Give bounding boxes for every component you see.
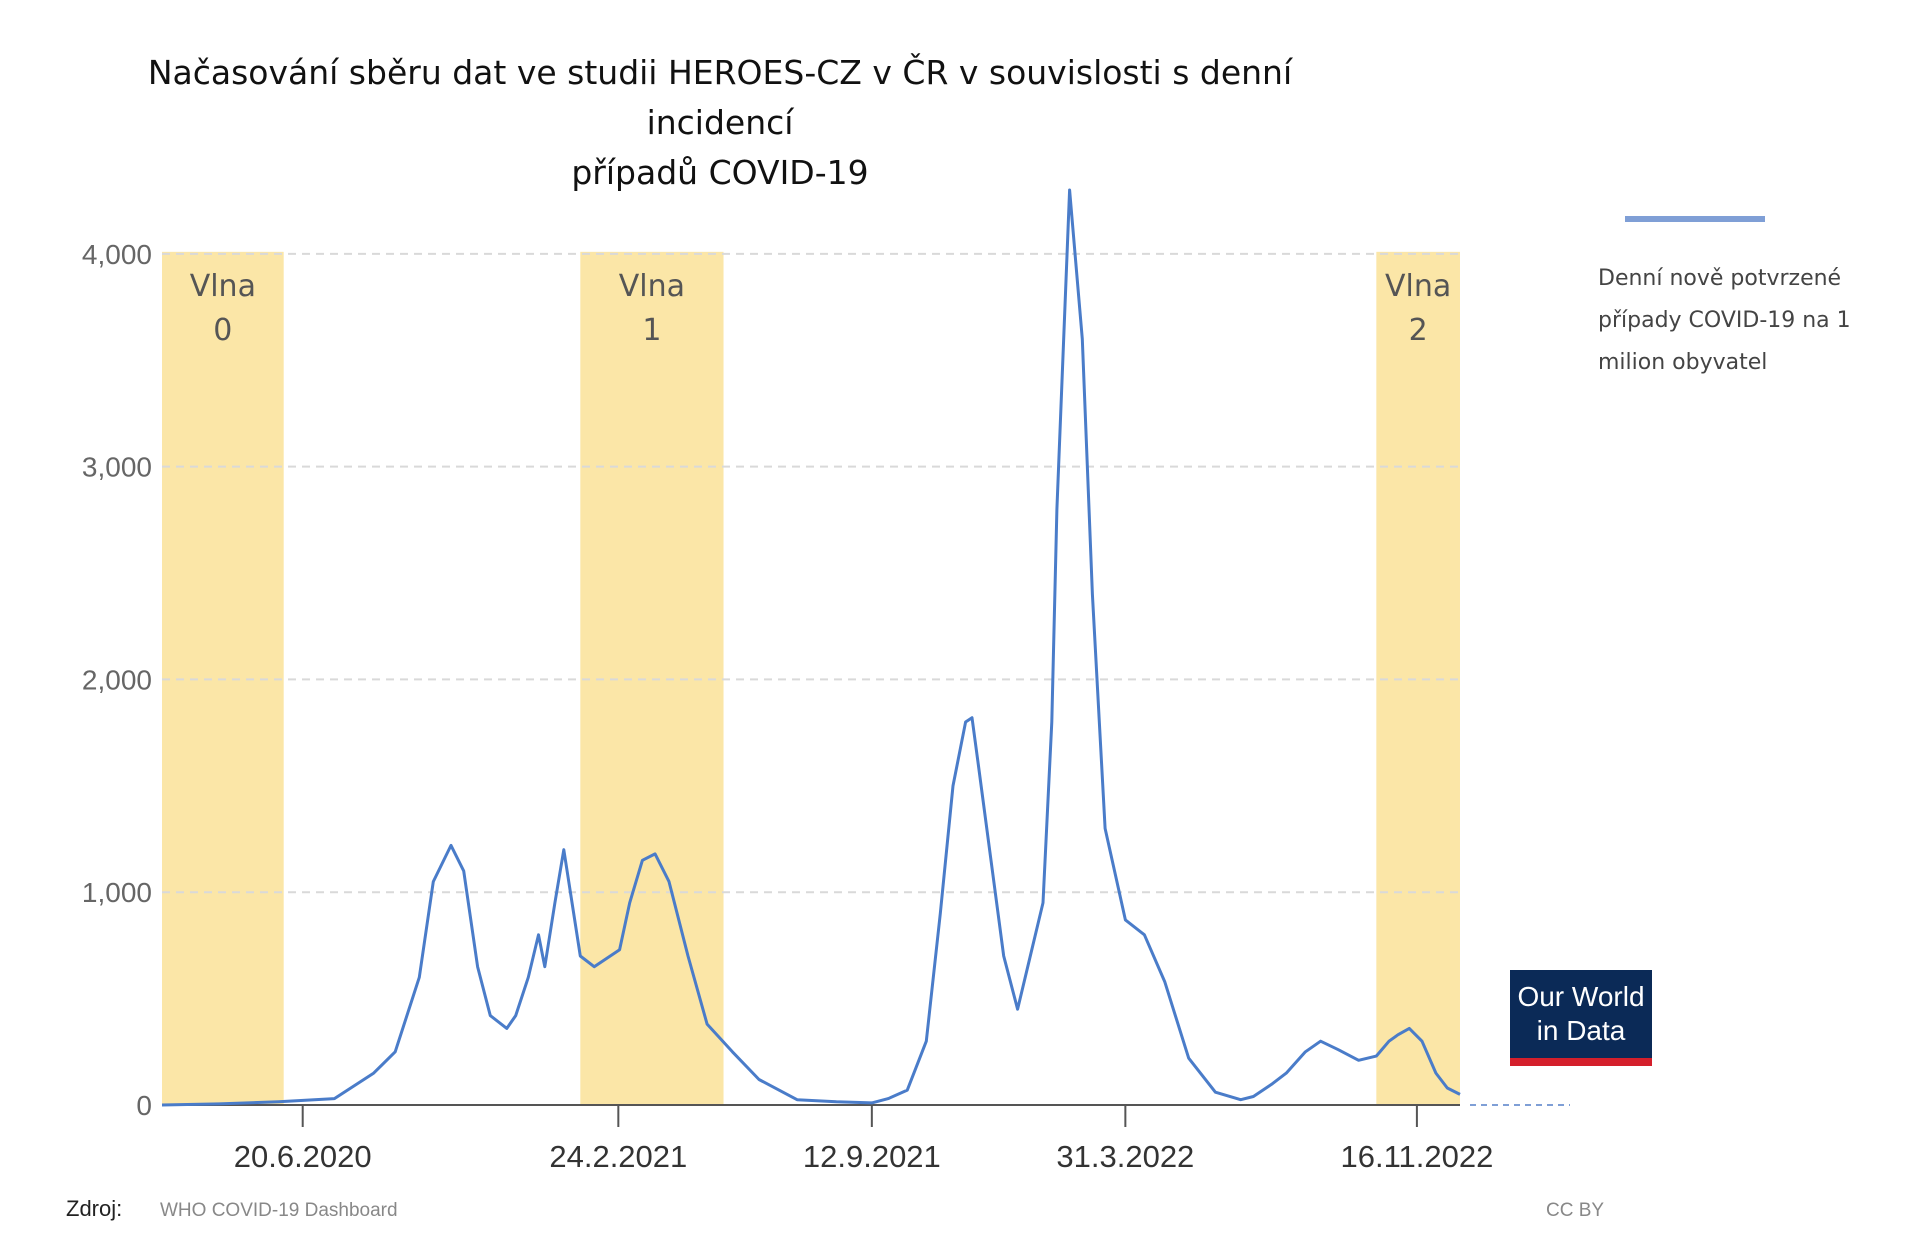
x-tick-label: 24.2.2021	[549, 1139, 687, 1174]
owid-logo-line-2: in Data	[1536, 1015, 1626, 1046]
chart-title: Načasování sběru dat ve studii HEROES-CZ…	[100, 48, 1340, 198]
chart-title-line-2: případů COVID-19	[571, 153, 869, 192]
source-value: WHO COVID-19 Dashboard	[160, 1200, 398, 1221]
band-number-0: 0	[213, 313, 232, 348]
license-label: CC BY	[1546, 1200, 1605, 1221]
legend-line-swatch	[1625, 216, 1765, 222]
x-tick-label: 12.9.2021	[803, 1139, 941, 1174]
owid-logo-accent-bar	[1510, 1058, 1652, 1066]
y-tick-label: 1,000	[82, 877, 152, 908]
band-label-1: Vlna	[619, 269, 685, 304]
source-label: Zdroj:	[66, 1196, 123, 1221]
x-tick-label: 16.11.2022	[1340, 1139, 1493, 1174]
owid-logo: Our World in Data	[1510, 970, 1652, 1066]
band-number-1: 1	[642, 313, 661, 348]
x-tick-label: 20.6.2020	[234, 1139, 372, 1174]
owid-logo-line-1: Our World	[1517, 981, 1645, 1012]
series-line-0	[161, 188, 1461, 1107]
band-number-2: 2	[1409, 313, 1428, 348]
y-tick-label: 2,000	[82, 664, 152, 695]
y-tick-label: 0	[136, 1090, 152, 1121]
chart-title-line-1: Načasování sběru dat ve studii HEROES-CZ…	[147, 53, 1293, 142]
band-2	[1376, 251, 1460, 1105]
y-tick-label: 4,000	[82, 239, 152, 270]
legend-label: Denní nově potvrzené případy COVID-19 na…	[1598, 266, 1851, 375]
band-label-0: Vlna	[190, 269, 256, 304]
x-tick-label: 31.3.2022	[1056, 1139, 1194, 1174]
y-tick-label: 3,000	[82, 452, 152, 483]
band-label-2: Vlna	[1385, 269, 1451, 304]
